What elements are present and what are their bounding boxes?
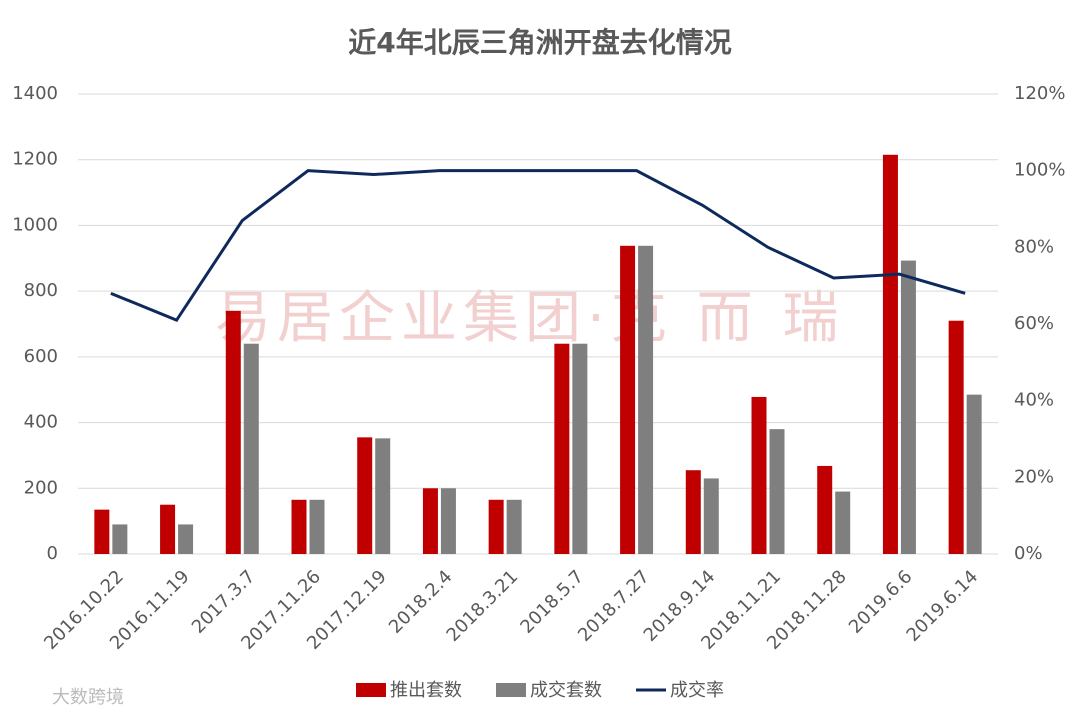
y2-tick-label: 40%	[1014, 390, 1054, 411]
bar	[225, 310, 241, 554]
bar	[620, 245, 636, 555]
bar	[291, 499, 307, 554]
bar	[506, 499, 522, 554]
chart-title: 近4年北辰三角洲开盘去化情况	[348, 26, 731, 59]
bar	[769, 429, 785, 554]
y-tick-label: 200	[24, 477, 58, 498]
y-tick-label: 1400	[12, 83, 58, 104]
bar	[309, 499, 325, 554]
bar	[835, 491, 851, 554]
bar	[638, 245, 654, 555]
y2-tick-label: 120%	[1014, 83, 1065, 104]
bar	[357, 437, 373, 554]
line-series	[110, 169, 966, 323]
legend-label: 成交率	[670, 680, 724, 701]
bar	[160, 504, 176, 554]
bar	[685, 470, 701, 554]
legend-swatch	[496, 683, 526, 697]
bar	[243, 343, 259, 554]
bar	[751, 396, 767, 554]
bar	[488, 499, 504, 554]
bar	[112, 524, 128, 554]
bar	[966, 394, 982, 554]
y-tick-label: 1000	[12, 214, 58, 235]
bar	[900, 260, 916, 554]
x-tick-label: 2019.6.14	[903, 566, 983, 646]
bar	[554, 343, 570, 554]
source-mark: 大数跨境	[52, 687, 124, 708]
y2-tick-label: 80%	[1014, 236, 1054, 257]
bar	[422, 488, 438, 554]
y2-tick-label: 20%	[1014, 466, 1054, 487]
bar	[882, 154, 898, 555]
y-tick-label: 400	[24, 412, 58, 433]
bar	[440, 488, 456, 554]
y-tick-label: 800	[24, 280, 58, 301]
watermark: 易居企业集团·克 而 瑞	[215, 286, 844, 351]
y-tick-label: 1200	[12, 149, 58, 170]
y-tick-label: 600	[24, 346, 58, 367]
bar	[703, 478, 719, 554]
y2-tick-label: 60%	[1014, 313, 1054, 334]
bar	[817, 465, 833, 554]
bar	[375, 438, 391, 554]
bar	[94, 509, 110, 554]
y2-tick-label: 100%	[1014, 160, 1065, 181]
bar	[572, 343, 588, 554]
y-tick-label: 0	[47, 543, 58, 564]
legend-label: 成交套数	[530, 680, 602, 701]
legend-swatch	[356, 683, 386, 697]
x-tick-label: 2018.3.21	[443, 566, 523, 646]
bar	[948, 320, 964, 554]
bar	[178, 524, 194, 554]
y2-tick-label: 0%	[1014, 543, 1043, 564]
legend-label: 推出套数	[390, 680, 462, 701]
